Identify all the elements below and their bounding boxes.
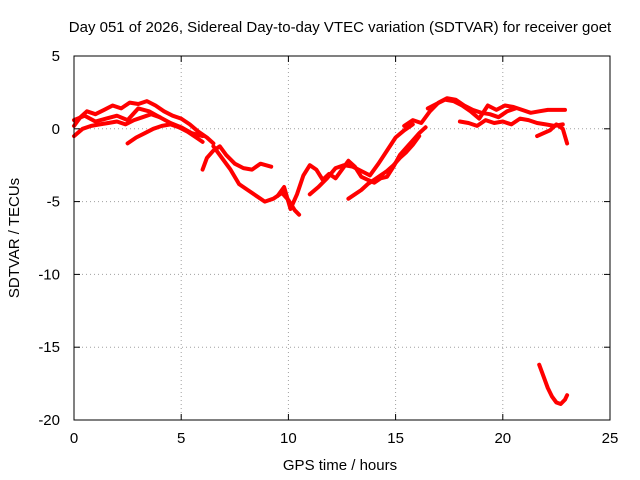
y-axis-label: SDTVAR / TECUs (6, 178, 23, 298)
y-tick-label: 0 (52, 121, 60, 138)
axis-ticks (73, 55, 611, 421)
chart-title: Day 051 of 2026, Sidereal Day-to-day VTE… (69, 19, 612, 36)
x-tick-label: 20 (494, 430, 511, 447)
x-tick-label: 5 (177, 430, 185, 447)
x-tick-label: 25 (602, 430, 619, 447)
series-line-sat-track-12 (457, 116, 565, 128)
series-line-sat-track-13 (535, 122, 570, 146)
y-tick-label: 5 (52, 48, 60, 65)
y-tick-label: -10 (38, 266, 60, 283)
series-line-sat-track-7 (275, 125, 428, 211)
x-tick-label: 15 (387, 430, 404, 447)
series-line-sat-track-4 (125, 122, 205, 146)
series-line-sat-track-9 (346, 134, 422, 201)
x-tick-label: 10 (280, 430, 297, 447)
series-line-sat-track-11 (425, 97, 567, 121)
plot-frame (73, 55, 611, 421)
y-tick-label: -5 (47, 194, 60, 211)
series-line-sat-track-5 (200, 144, 274, 172)
y-tick-labels: -20 -15 -10 -5 0 5 (38, 48, 60, 429)
y-tick-label: -15 (38, 339, 60, 356)
series-line-sat-track-3 (72, 112, 162, 139)
y-tick-label: -20 (38, 412, 60, 429)
data-series (72, 96, 570, 406)
series-line-sat-track-1 (72, 99, 216, 146)
series-line-sat-track-14 (537, 362, 570, 406)
series-line-sat-track-8 (307, 122, 415, 197)
x-axis-label: GPS time / hours (283, 457, 397, 474)
x-tick-labels: 0 5 10 15 20 25 (70, 430, 619, 447)
x-tick-label: 0 (70, 430, 78, 447)
